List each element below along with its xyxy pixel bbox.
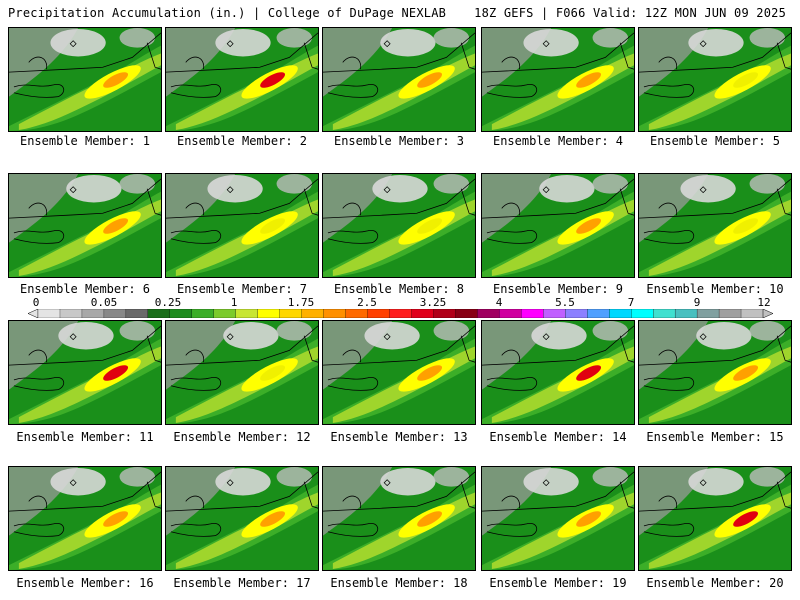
member-map (8, 173, 162, 278)
colorbar (28, 309, 773, 318)
member-map (8, 466, 162, 571)
member-label: Ensemble Member: 12 (173, 430, 311, 444)
member-label: Ensemble Member: 9 (492, 282, 624, 296)
member-label: Ensemble Member: 15 (646, 430, 784, 444)
colorbar-tick-label: 0.05 (90, 296, 118, 309)
member-label: Ensemble Member: 5 (649, 134, 781, 148)
member-label: Ensemble Member: 7 (176, 282, 308, 296)
member-label: Ensemble Member: 8 (333, 282, 465, 296)
colorbar-tick-label: 1.75 (287, 296, 315, 309)
member-map (481, 320, 635, 425)
member-label: Ensemble Member: 10 (646, 282, 784, 296)
colorbar-tick-label: 0.25 (154, 296, 182, 309)
member-map (638, 320, 792, 425)
member-map (638, 173, 792, 278)
member-map (481, 27, 635, 132)
member-label: Ensemble Member: 2 (176, 134, 308, 148)
member-label: Ensemble Member: 14 (489, 430, 627, 444)
member-label: Ensemble Member: 17 (173, 576, 311, 590)
member-label: Ensemble Member: 18 (330, 576, 468, 590)
member-label: Ensemble Member: 1 (19, 134, 151, 148)
colorbar-tick-label: 2.5 (357, 296, 377, 309)
member-map (322, 320, 476, 425)
member-map (481, 466, 635, 571)
member-map (165, 27, 319, 132)
member-label: Ensemble Member: 16 (16, 576, 154, 590)
member-map (322, 27, 476, 132)
member-map (638, 27, 792, 132)
member-label: Ensemble Member: 4 (492, 134, 624, 148)
colorbar-tick-label: 5.5 (555, 296, 575, 309)
member-map (481, 173, 635, 278)
colorbar-labels: 0 0.05 0.25 1 1.75 2.5 3.25 4 5.5 7 9 12 (0, 296, 800, 309)
member-label: Ensemble Member: 6 (19, 282, 151, 296)
colorbar-tick-label: 1 (230, 296, 238, 309)
colorbar-tick-label: 4 (495, 296, 503, 309)
colorbar-tick-label: 12 (757, 296, 771, 309)
member-label: Ensemble Member: 19 (489, 576, 627, 590)
colorbar-tick-label: 7 (627, 296, 635, 309)
member-label: Ensemble Member: 20 (646, 576, 784, 590)
member-map (8, 320, 162, 425)
colorbar-tick-label: 3.25 (419, 296, 447, 309)
colorbar-tick-label: 0 (32, 296, 40, 309)
member-map (165, 320, 319, 425)
member-map (8, 27, 162, 132)
member-label: Ensemble Member: 11 (16, 430, 154, 444)
member-label: Ensemble Member: 3 (333, 134, 465, 148)
map-title: Precipitation Accumulation (in.) | Colle… (8, 6, 447, 20)
member-map (322, 466, 476, 571)
colorbar-tick-label: 9 (693, 296, 701, 309)
member-map (165, 173, 319, 278)
member-label: Ensemble Member: 13 (330, 430, 468, 444)
valid-time: 18Z GEFS | F066 Valid: 12Z MON JUN 09 20… (474, 6, 786, 20)
member-map (638, 466, 792, 571)
member-map (322, 173, 476, 278)
member-map (165, 466, 319, 571)
